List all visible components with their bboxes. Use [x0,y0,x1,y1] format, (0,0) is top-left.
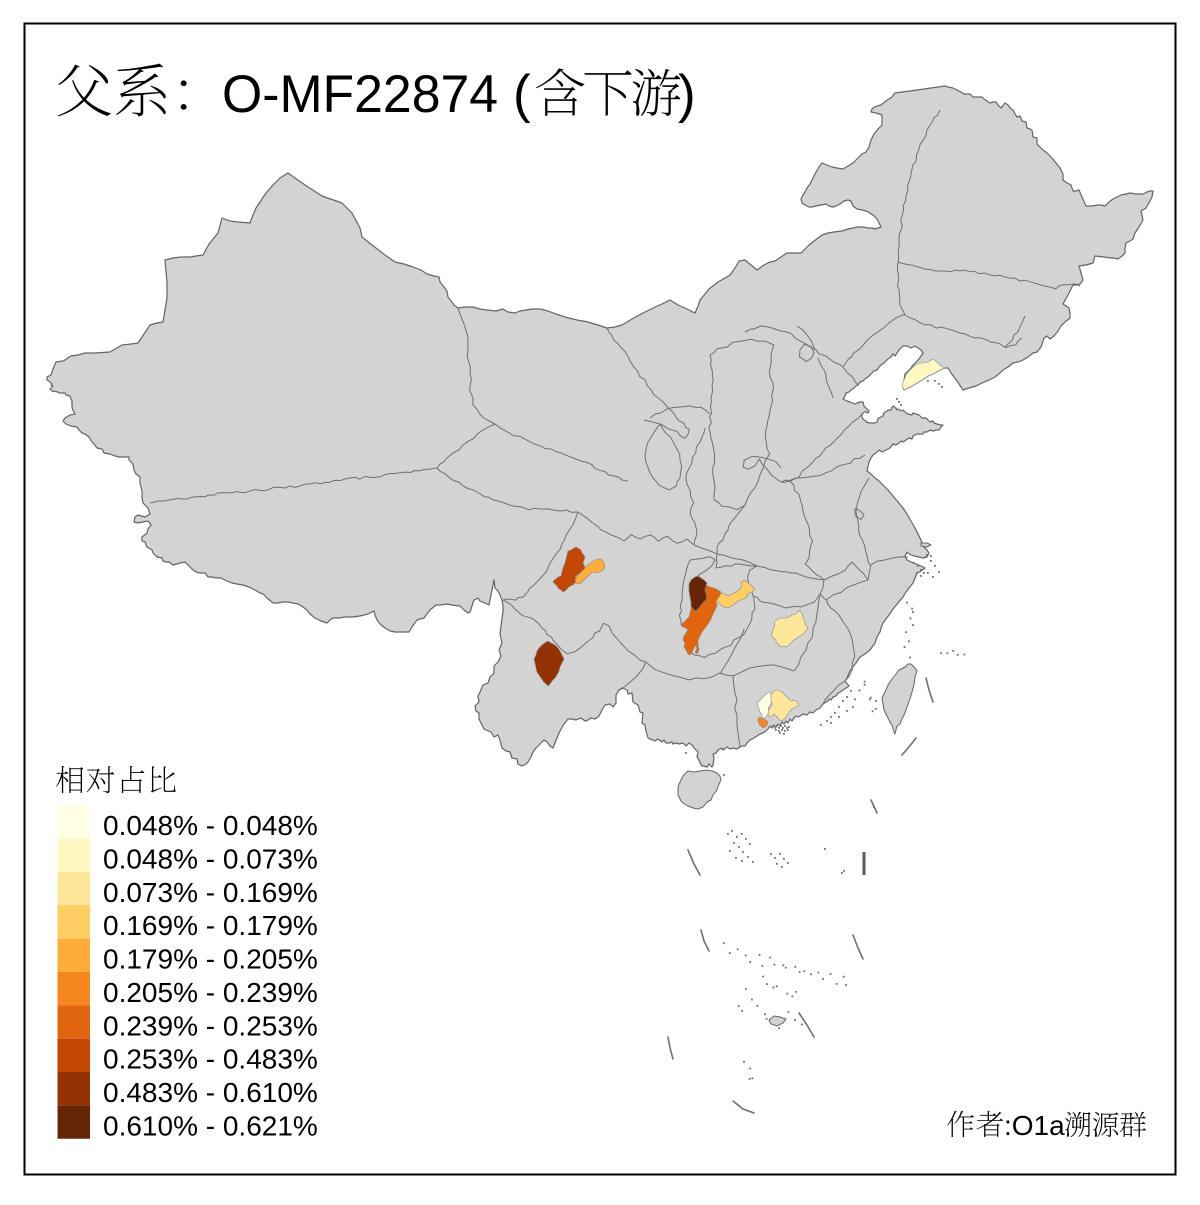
svg-text:0.169% - 0.179%: 0.169% - 0.179% [103,910,318,941]
svg-text:0.483% - 0.610%: 0.483% - 0.610% [103,1077,318,1108]
svg-text::O1a: :O1a [1004,1110,1065,1141]
svg-text:): ) [678,65,696,124]
svg-text:0.073% - 0.169%: 0.073% - 0.169% [103,877,318,908]
svg-text:(: ( [513,65,531,124]
svg-text:0.253% - 0.483%: 0.253% - 0.483% [103,1044,318,1075]
svg-text:O-MF22874: O-MF22874 [222,65,498,124]
svg-text:0.205% - 0.239%: 0.205% - 0.239% [103,977,318,1008]
svg-text:0.610% - 0.621%: 0.610% - 0.621% [103,1110,318,1141]
svg-text:0.048% - 0.048%: 0.048% - 0.048% [103,810,318,841]
svg-text:0.239% - 0.253%: 0.239% - 0.253% [103,1010,318,1041]
svg-text:0.179% - 0.205%: 0.179% - 0.205% [103,944,318,975]
svg-text:0.048% - 0.073%: 0.048% - 0.073% [103,844,318,875]
